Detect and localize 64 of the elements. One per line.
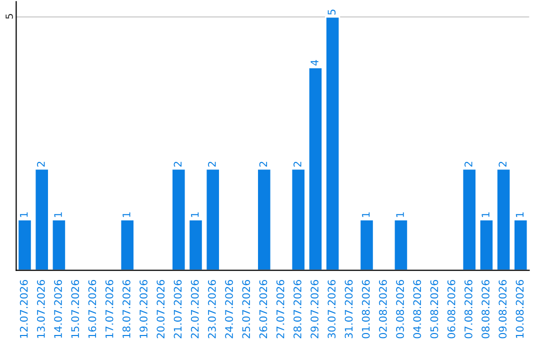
- data-label: 1: [122, 212, 130, 217]
- data-label: 1: [396, 212, 404, 217]
- x-tick-label: 06.08.2026: [447, 280, 456, 338]
- bar: [359, 218, 374, 270]
- bar: [496, 168, 512, 270]
- x-tick-label: 08.08.2026: [482, 280, 490, 338]
- x-tick-label: 07.08.2026: [464, 280, 472, 338]
- data-label: 1: [362, 212, 370, 217]
- x-tick-label: 09.08.2026: [498, 280, 507, 338]
- x-tick-label: 02.08.2026: [378, 280, 387, 338]
- x-tick-label: 05.08.2026: [430, 280, 438, 338]
- x-tick-label: 18.07.2026: [122, 280, 130, 338]
- x-tick-label: 30.07.2026: [328, 280, 336, 338]
- bar: [290, 168, 306, 270]
- x-tick-label: 26.07.2026: [259, 280, 268, 338]
- bar: [393, 218, 408, 270]
- x-tick-label: 04.08.2026: [413, 280, 422, 338]
- bar: [188, 218, 204, 270]
- x-tick-label: 03.08.2026: [396, 280, 404, 338]
- bar: [256, 168, 272, 270]
- x-tick-label: 29.07.2026: [310, 280, 318, 338]
- data-label: 2: [498, 162, 506, 167]
- bar: [51, 218, 66, 270]
- data-label: 1: [54, 212, 62, 217]
- bar: [325, 16, 340, 270]
- bar: [120, 218, 135, 270]
- data-label: 1: [516, 212, 524, 217]
- bar: [462, 168, 477, 270]
- x-tick-label: 28.07.2026: [293, 280, 302, 338]
- x-tick-label: 12.07.2026: [20, 280, 28, 338]
- data-label: 1: [482, 212, 490, 217]
- x-tick-label: 25.07.2026: [242, 280, 250, 338]
- data-label: 2: [259, 162, 268, 167]
- bar: [171, 168, 186, 270]
- x-tick-label: 14.07.2026: [54, 280, 62, 338]
- x-tick-label: 13.07.2026: [36, 280, 45, 338]
- data-label: 2: [174, 162, 182, 167]
- x-tick-label: 10.08.2026: [516, 280, 524, 338]
- x-tick-label: 21.07.2026: [174, 280, 182, 338]
- data-label: 4: [310, 60, 318, 66]
- bar: [478, 218, 494, 270]
- bar: [205, 168, 220, 270]
- x-tick-label: 16.07.2026: [88, 280, 96, 338]
- x-tick-label: 01.08.2026: [362, 280, 370, 338]
- data-label: 2: [293, 162, 302, 167]
- data-label: 2: [208, 162, 216, 167]
- data-label: 5: [328, 10, 336, 15]
- data-label: 1: [20, 212, 28, 217]
- bar: [308, 66, 323, 270]
- data-label: 2: [464, 162, 472, 167]
- x-tick-label: 20.07.2026: [156, 280, 165, 338]
- x-tick-label: 31.07.2026: [344, 280, 353, 338]
- bar: [34, 168, 50, 270]
- data-label: 2: [36, 162, 45, 167]
- x-tick-label: 27.07.2026: [276, 280, 284, 338]
- x-tick-label: 24.07.2026: [225, 280, 233, 338]
- data-label: 1: [191, 212, 199, 217]
- x-tick-label: 23.07.2026: [208, 280, 216, 338]
- bar: [17, 218, 32, 270]
- x-tick-label: 22.07.2026: [190, 280, 199, 338]
- x-tick-label: 17.07.2026: [105, 280, 114, 338]
- bar: [513, 218, 528, 270]
- x-tick-label: 19.07.2026: [140, 280, 148, 338]
- x-tick-label: 15.07.2026: [71, 280, 80, 338]
